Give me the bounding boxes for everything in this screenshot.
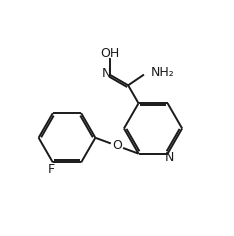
Text: N: N — [165, 151, 175, 164]
Text: N: N — [101, 67, 111, 80]
Text: OH: OH — [101, 47, 120, 60]
Text: F: F — [48, 163, 55, 176]
Text: NH₂: NH₂ — [151, 67, 175, 80]
Text: O: O — [112, 139, 122, 152]
